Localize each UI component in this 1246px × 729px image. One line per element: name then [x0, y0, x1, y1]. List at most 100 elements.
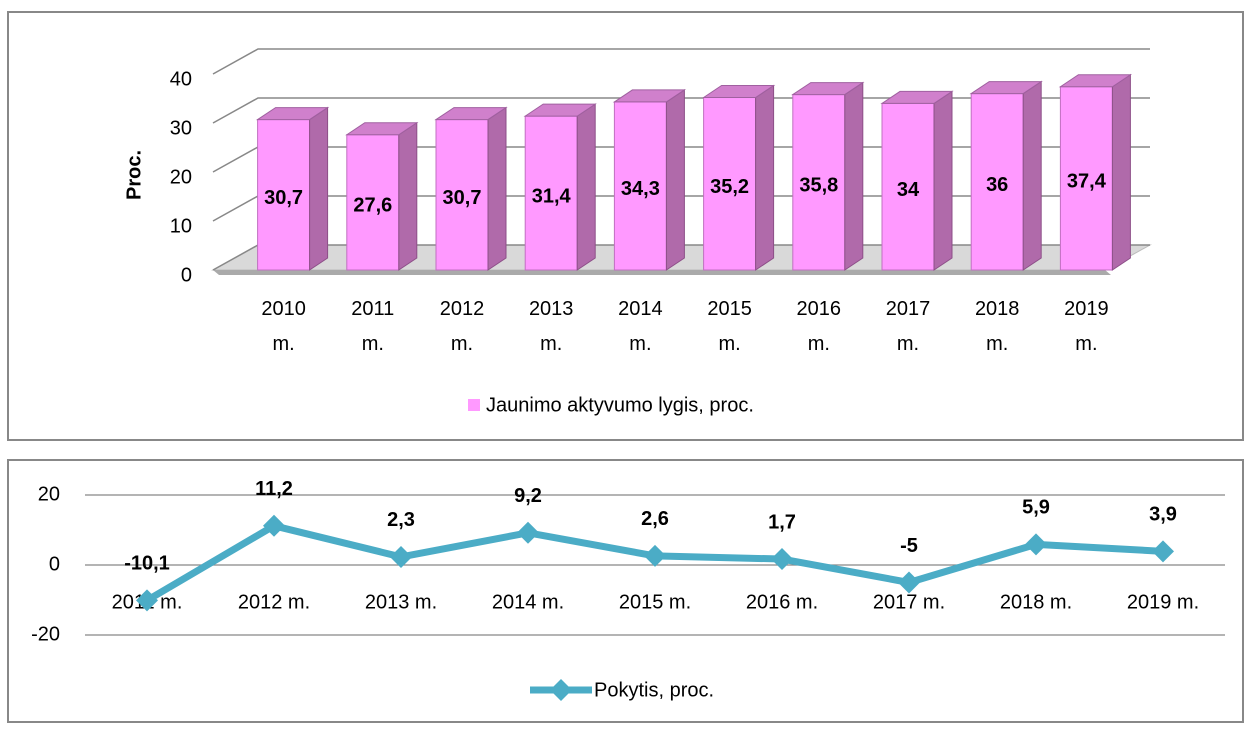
x-tick-label: 2017 m.	[873, 591, 945, 613]
data-label: 2,6	[641, 508, 669, 530]
y-tick-label: 40	[170, 68, 192, 90]
legend-marker	[550, 679, 572, 701]
legend-label: Pokytis, proc.	[594, 679, 714, 701]
legend-swatch	[468, 399, 480, 411]
x-tick-label: 2019 m.	[1064, 298, 1109, 355]
bar-side	[755, 84, 775, 271]
data-label: 30,7	[264, 187, 303, 209]
chart-frame	[7, 459, 1244, 723]
marker	[898, 571, 920, 594]
data-label: 35,2	[710, 176, 749, 198]
bar-front	[970, 93, 1024, 271]
data-label: 1,7	[768, 511, 796, 533]
bar-front	[613, 101, 667, 271]
bar	[791, 81, 865, 271]
marker	[390, 545, 412, 568]
bar-front	[1059, 86, 1113, 271]
x-tick-label: 2016 m.	[796, 298, 842, 355]
marker	[1025, 533, 1047, 556]
bar-side	[487, 106, 507, 271]
data-label: 5,9	[1022, 497, 1050, 519]
x-tick-label-box: 2014 m.	[618, 298, 663, 355]
y-tick-label: 30	[170, 117, 192, 139]
bar	[701, 84, 776, 271]
x-tick-label: 2013 m.	[365, 591, 437, 613]
x-tick-label-box: 2019 m.	[1064, 298, 1109, 355]
data-label: 36	[986, 174, 1008, 196]
bar-top	[1058, 74, 1133, 88]
legend-label: Jaunimo aktyvumo lygis, proc.	[486, 394, 754, 416]
bar-top	[255, 107, 330, 121]
bar	[255, 106, 330, 271]
x-tick-label-box: 2010 m.	[261, 298, 306, 355]
y-tick-label: 0	[49, 553, 60, 575]
data-label: 31,4	[532, 185, 572, 207]
y-axis-label: Proc.	[123, 150, 145, 200]
bar-side	[1111, 73, 1131, 271]
x-tick-label-box: 2013 m.	[528, 298, 574, 355]
grid-line	[212, 48, 1150, 75]
bar-top	[969, 81, 1043, 95]
data-label: 34,3	[621, 178, 660, 200]
marker	[263, 514, 285, 537]
marker	[771, 548, 793, 571]
x-tick-label-box: 2018 m.	[975, 298, 1020, 355]
x-tick-label: 2014 m.	[618, 298, 663, 355]
y-tick-label: 20	[38, 483, 60, 505]
data-label: 27,6	[353, 195, 392, 217]
bar-front	[346, 134, 400, 271]
x-tick-label: 2018 m.	[1000, 591, 1072, 613]
bar-side	[665, 88, 685, 271]
data-label: 3,9	[1149, 504, 1177, 526]
y-tick-label: 0	[181, 264, 192, 286]
bar-top	[345, 122, 419, 136]
x-tick-label: 2015 m.	[619, 591, 691, 613]
y-tick-label: 10	[170, 215, 192, 237]
bar-front	[792, 94, 846, 271]
data-label: 35,8	[799, 175, 838, 197]
bar-top	[434, 107, 508, 121]
data-label: 30,7	[443, 187, 482, 209]
data-label: -5	[900, 535, 918, 557]
data-label: 34	[897, 179, 920, 201]
x-tick-label-box: 2016 m.	[796, 298, 842, 355]
marker	[517, 521, 539, 544]
bar	[969, 80, 1043, 271]
data-label: 2,3	[387, 509, 415, 531]
x-tick-label: 2013 m.	[528, 298, 574, 355]
bar-front	[435, 119, 489, 271]
bar	[523, 103, 597, 271]
bar	[434, 106, 508, 271]
x-tick-label: 2012 m.	[238, 591, 310, 613]
x-tick-label: 2015 m.	[707, 298, 752, 355]
x-tick-label-box: 2015 m.	[707, 298, 752, 355]
data-label: -10,1	[124, 553, 170, 575]
bar-front	[524, 115, 578, 271]
bar-side	[576, 103, 596, 271]
bar-top	[701, 85, 776, 99]
bar-side	[933, 90, 953, 271]
bar-side	[1022, 80, 1042, 271]
bar	[880, 90, 954, 271]
data-label: 9,2	[514, 485, 542, 507]
x-tick-label: 2017 m.	[885, 298, 931, 355]
marker	[1152, 540, 1174, 563]
bar-side	[398, 121, 418, 271]
x-tick-label: 2016 m.	[746, 591, 818, 613]
marker	[136, 589, 158, 612]
bar-side	[309, 106, 329, 271]
bar	[612, 88, 687, 271]
data-label: 11,2	[255, 478, 293, 500]
x-tick-label: 2012 m.	[439, 298, 485, 355]
bar-top	[612, 89, 687, 103]
y-tick-label: -20	[31, 623, 60, 645]
bar-top	[791, 82, 865, 96]
x-tick-label-box: 2011 m.	[351, 298, 394, 355]
data-label: 37,4	[1067, 171, 1107, 193]
bar	[1058, 73, 1133, 271]
x-tick-label: 2019 m.	[1127, 591, 1199, 613]
bar-side	[844, 81, 864, 271]
x-tick-label-box: 2017 m.	[885, 298, 931, 355]
floor-shadow	[213, 270, 1111, 275]
